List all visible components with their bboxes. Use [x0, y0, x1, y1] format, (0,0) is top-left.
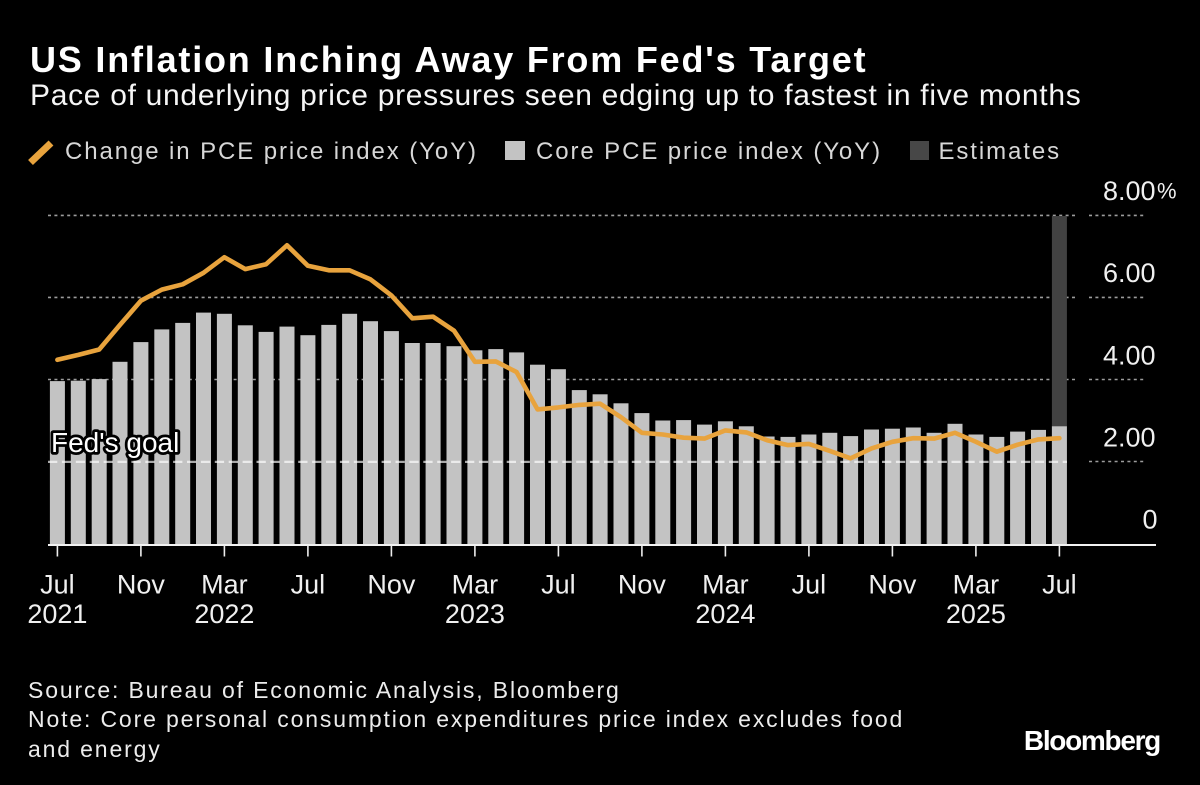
svg-text:4.00: 4.00 — [1103, 340, 1156, 370]
svg-text:Jul: Jul — [541, 570, 576, 600]
svg-text:2024: 2024 — [695, 599, 755, 629]
svg-text:Mar: Mar — [452, 570, 499, 600]
svg-text:Jul: Jul — [291, 570, 326, 600]
svg-text:Jul: Jul — [40, 570, 75, 600]
svg-text:Jul: Jul — [792, 570, 827, 600]
svg-text:Nov: Nov — [117, 570, 166, 600]
svg-text:Jul: Jul — [1042, 570, 1077, 600]
svg-text:2021: 2021 — [27, 599, 87, 629]
svg-text:Fed's goal: Fed's goal — [51, 427, 179, 458]
svg-text:2023: 2023 — [445, 599, 505, 629]
svg-text:Mar: Mar — [201, 570, 248, 600]
svg-text:2022: 2022 — [194, 599, 254, 629]
svg-text:Nov: Nov — [868, 570, 917, 600]
svg-text:Nov: Nov — [618, 570, 667, 600]
svg-text:%: % — [1157, 179, 1177, 204]
svg-text:8.00: 8.00 — [1103, 176, 1156, 206]
svg-text:2025: 2025 — [946, 599, 1006, 629]
svg-text:6.00: 6.00 — [1103, 258, 1156, 288]
svg-text:Nov: Nov — [367, 570, 416, 600]
svg-text:Mar: Mar — [702, 570, 749, 600]
svg-text:2.00: 2.00 — [1103, 422, 1156, 452]
svg-text:0: 0 — [1142, 504, 1157, 534]
svg-text:Mar: Mar — [953, 570, 1000, 600]
